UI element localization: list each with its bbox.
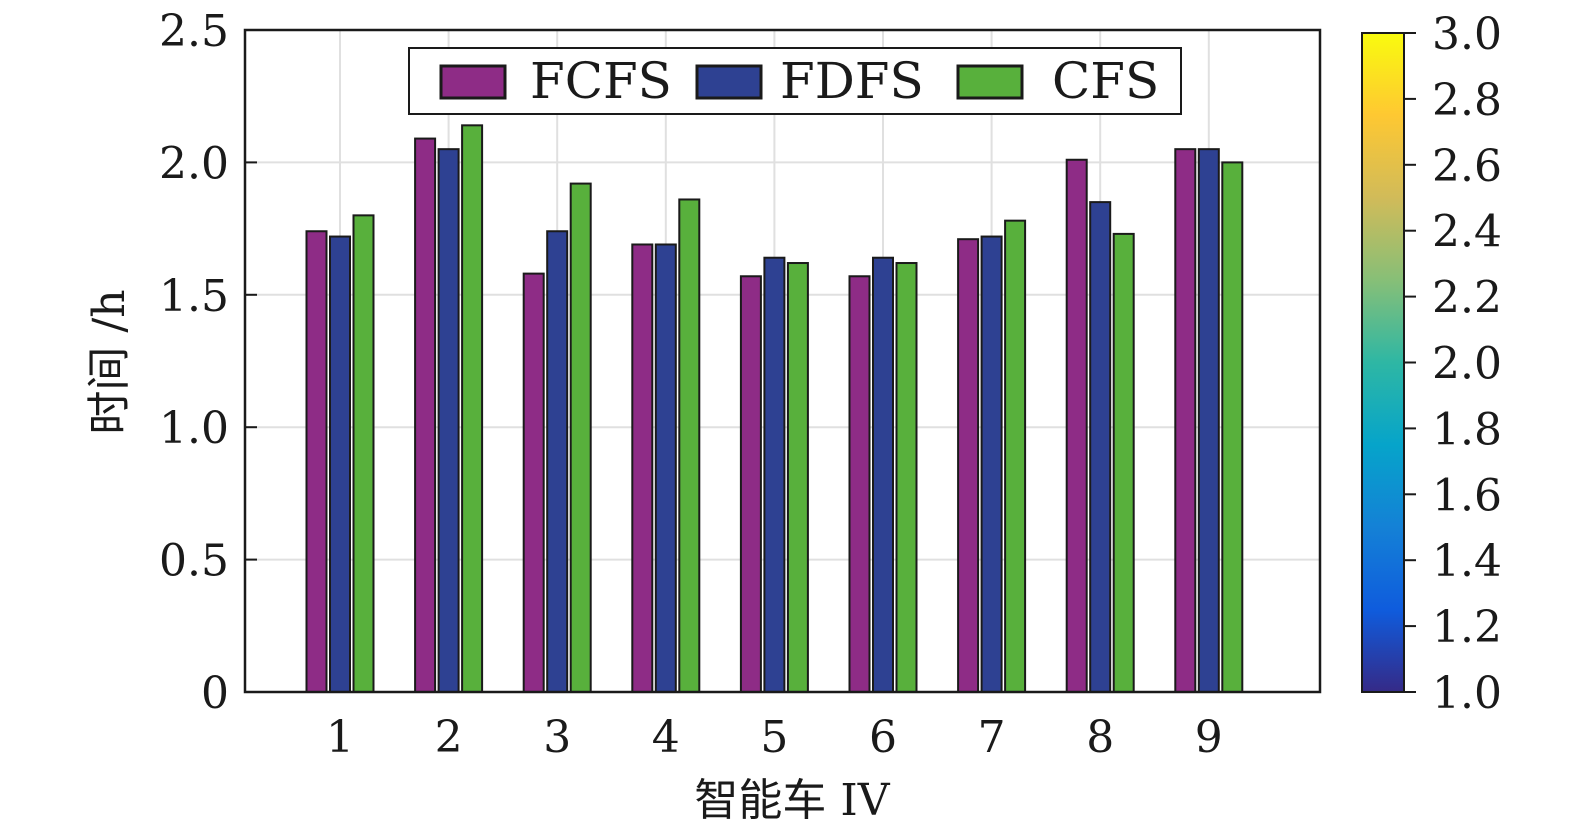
legend-swatch-fcfs — [439, 64, 507, 100]
bar-fcfs-9 — [1174, 148, 1197, 694]
colorbar-tick-label: 2.6 — [1432, 141, 1502, 192]
bar-fdfs-4 — [654, 243, 677, 693]
bar-fdfs-2 — [437, 148, 460, 694]
y-axis-label: 时间 /h — [84, 289, 135, 434]
y-tick-label: 0.5 — [159, 536, 229, 587]
legend: FCFS FDFS CFS — [408, 47, 1182, 115]
bar-cfs-5 — [786, 262, 809, 693]
bar-fcfs-5 — [739, 275, 762, 693]
plot-frame — [243, 28, 1322, 694]
x-tick-label: 5 — [760, 712, 788, 763]
x-tick-label: 9 — [1195, 712, 1223, 763]
bar-fcfs-1 — [305, 230, 328, 694]
x-tick-label: 4 — [652, 712, 680, 763]
colorbar: 1.0 1.2 1.4 1.6 1.8 2.0 2.2 2.4 2.6 2.8 3.0 — [1361, 9, 1502, 719]
x-tick-label: 8 — [1086, 712, 1114, 763]
y-tick-label: 2.0 — [159, 138, 229, 189]
bar-cfs-8 — [1112, 232, 1135, 693]
bar-fdfs-9 — [1197, 148, 1220, 694]
colorbar-tick-label: 1.2 — [1432, 602, 1502, 653]
y-axis-ticks: 0 0.5 1.0 1.5 2.0 2.5 — [159, 6, 257, 719]
bar-fcfs-3 — [522, 272, 545, 693]
x-tick-label: 6 — [869, 712, 897, 763]
colorbar-tick-label: 2.8 — [1432, 75, 1502, 126]
colorbar-tick-label: 1.6 — [1432, 470, 1502, 521]
bar-fcfs-6 — [848, 275, 871, 693]
bar-cfs-6 — [895, 262, 918, 693]
legend-box — [408, 47, 1182, 115]
legend-swatch-fdfs — [695, 64, 763, 100]
colorbar-tick-label: 2.2 — [1432, 273, 1502, 324]
colorbar-tick-label: 1.8 — [1432, 404, 1502, 455]
legend-swatch-cfs — [956, 64, 1024, 100]
bar-fcfs-8 — [1065, 158, 1088, 693]
colorbar-tick-label: 2.4 — [1432, 207, 1502, 258]
bar-fdfs-1 — [329, 235, 351, 693]
bar-fdfs-3 — [546, 230, 569, 694]
x-tick-label: 1 — [326, 712, 354, 763]
bar-fcfs-2 — [414, 137, 437, 693]
y-tick-label: 0 — [201, 668, 229, 719]
bar-fdfs-7 — [980, 235, 1003, 693]
legend-label-fdfs: FDFS — [780, 52, 924, 110]
y-tick-label: 1.5 — [159, 271, 229, 322]
colorbar-tick-label: 3.0 — [1432, 9, 1502, 60]
bars — [305, 124, 1244, 694]
bar-cfs-2 — [461, 124, 484, 693]
x-tick-label: 3 — [543, 712, 571, 763]
bar-cfs-4 — [678, 198, 701, 694]
bar-fdfs-8 — [1089, 201, 1112, 693]
y-tick-label: 2.5 — [159, 6, 229, 57]
legend-label-fcfs: FCFS — [530, 52, 672, 110]
bar-cfs-9 — [1221, 161, 1244, 693]
bar-fdfs-5 — [763, 256, 786, 693]
bar-cfs-1 — [352, 214, 375, 694]
bar-fdfs-6 — [872, 256, 894, 693]
x-axis-ticks: 1 2 3 4 5 6 7 8 9 — [326, 712, 1223, 763]
bar-cfs-3 — [569, 182, 592, 693]
x-tick-label: 7 — [978, 712, 1006, 763]
bar-cfs-7 — [1004, 219, 1027, 693]
colorbar-gradient — [1361, 32, 1405, 693]
colorbar-tick-label: 1.0 — [1432, 668, 1502, 719]
y-tick-label: 1.0 — [159, 403, 229, 454]
x-axis-label: 智能车 IV — [694, 775, 890, 826]
bar-fcfs-4 — [631, 243, 654, 693]
colorbar-tick-label: 1.4 — [1432, 536, 1502, 587]
legend-label-cfs: CFS — [1052, 52, 1159, 110]
x-tick-label: 2 — [435, 712, 463, 763]
bar-fcfs-7 — [957, 238, 980, 694]
colorbar-tick-label: 2.0 — [1432, 339, 1502, 390]
